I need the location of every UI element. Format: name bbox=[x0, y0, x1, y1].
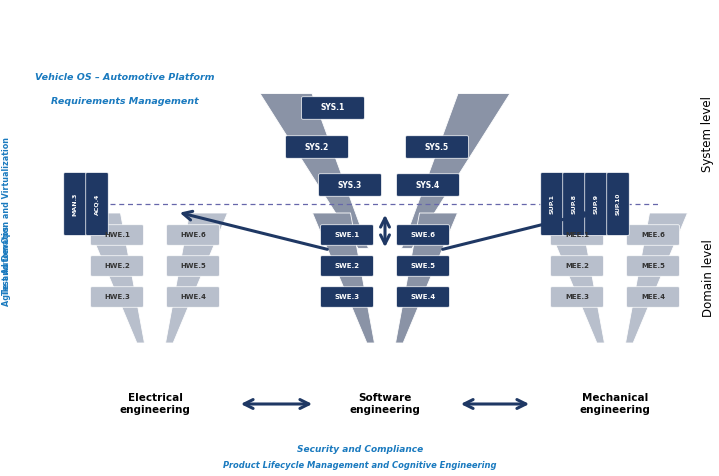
FancyBboxPatch shape bbox=[86, 172, 109, 236]
Text: Electrical
engineering: Electrical engineering bbox=[119, 393, 191, 415]
FancyBboxPatch shape bbox=[563, 172, 585, 236]
Text: SWE.5: SWE.5 bbox=[411, 263, 436, 269]
Polygon shape bbox=[626, 213, 687, 343]
Text: MEE.1: MEE.1 bbox=[565, 232, 589, 238]
Text: Security and Compliance: Security and Compliance bbox=[297, 446, 423, 455]
Polygon shape bbox=[313, 213, 375, 343]
Text: Software
engineering: Software engineering bbox=[349, 393, 421, 415]
FancyBboxPatch shape bbox=[626, 256, 679, 276]
Text: SWE.2: SWE.2 bbox=[334, 263, 360, 269]
Text: SYS.1: SYS.1 bbox=[321, 103, 345, 112]
FancyBboxPatch shape bbox=[91, 256, 144, 276]
Text: HWE.1: HWE.1 bbox=[104, 232, 130, 238]
FancyBboxPatch shape bbox=[396, 287, 449, 307]
Text: Requirements Management: Requirements Management bbox=[51, 98, 199, 107]
Text: HWE.5: HWE.5 bbox=[180, 263, 206, 269]
FancyBboxPatch shape bbox=[585, 172, 608, 236]
FancyBboxPatch shape bbox=[396, 174, 459, 196]
Polygon shape bbox=[260, 93, 369, 248]
Text: Mechanical
engineering: Mechanical engineering bbox=[580, 393, 651, 415]
Text: Vehicle OS – Automotive Platform: Vehicle OS – Automotive Platform bbox=[35, 73, 215, 82]
FancyBboxPatch shape bbox=[551, 256, 603, 276]
FancyBboxPatch shape bbox=[167, 256, 219, 276]
FancyBboxPatch shape bbox=[167, 225, 219, 245]
Text: SWE.6: SWE.6 bbox=[411, 232, 436, 238]
FancyBboxPatch shape bbox=[301, 97, 365, 119]
Text: Test Automation and Virtualization: Test Automation and Virtualization bbox=[2, 137, 12, 295]
Text: System level: System level bbox=[702, 96, 715, 172]
FancyBboxPatch shape bbox=[64, 172, 86, 236]
FancyBboxPatch shape bbox=[406, 136, 469, 158]
Text: MEE.3: MEE.3 bbox=[565, 294, 589, 300]
Text: HWE.3: HWE.3 bbox=[104, 294, 130, 300]
FancyBboxPatch shape bbox=[396, 225, 449, 245]
Polygon shape bbox=[395, 213, 457, 343]
Polygon shape bbox=[543, 213, 605, 343]
Polygon shape bbox=[83, 213, 145, 343]
Text: SUP.8: SUP.8 bbox=[572, 194, 577, 214]
Text: SYS.4: SYS.4 bbox=[416, 180, 440, 189]
Text: HWE.4: HWE.4 bbox=[180, 294, 206, 300]
FancyBboxPatch shape bbox=[321, 256, 373, 276]
FancyBboxPatch shape bbox=[321, 225, 373, 245]
Text: SUP.10: SUP.10 bbox=[615, 193, 620, 215]
Text: MEE.4: MEE.4 bbox=[641, 294, 665, 300]
Text: SYS.3: SYS.3 bbox=[338, 180, 362, 189]
Text: Agile and DevOps: Agile and DevOps bbox=[2, 226, 12, 306]
Text: Product Lifecycle Management and Cognitive Engineering: Product Lifecycle Management and Cogniti… bbox=[224, 462, 497, 470]
Text: SWE.1: SWE.1 bbox=[334, 232, 360, 238]
FancyBboxPatch shape bbox=[91, 225, 144, 245]
FancyBboxPatch shape bbox=[551, 287, 603, 307]
Text: Domain level: Domain level bbox=[702, 239, 715, 317]
FancyBboxPatch shape bbox=[285, 136, 349, 158]
Text: SUP.9: SUP.9 bbox=[593, 194, 598, 214]
FancyBboxPatch shape bbox=[626, 287, 679, 307]
Text: SYS.5: SYS.5 bbox=[425, 142, 449, 151]
Text: MEE.2: MEE.2 bbox=[565, 263, 589, 269]
FancyBboxPatch shape bbox=[541, 172, 563, 236]
Polygon shape bbox=[165, 213, 227, 343]
FancyBboxPatch shape bbox=[607, 172, 629, 236]
FancyBboxPatch shape bbox=[91, 287, 144, 307]
Text: MAN.3: MAN.3 bbox=[73, 192, 78, 216]
Text: SWE.3: SWE.3 bbox=[334, 294, 360, 300]
Text: MEE.5: MEE.5 bbox=[641, 263, 665, 269]
FancyBboxPatch shape bbox=[321, 287, 373, 307]
Text: HWE.6: HWE.6 bbox=[180, 232, 206, 238]
Polygon shape bbox=[401, 93, 510, 248]
FancyBboxPatch shape bbox=[626, 225, 679, 245]
Text: ACQ.4: ACQ.4 bbox=[94, 193, 99, 215]
Text: SYS.2: SYS.2 bbox=[305, 142, 329, 151]
Text: MEE.6: MEE.6 bbox=[641, 232, 665, 238]
FancyBboxPatch shape bbox=[167, 287, 219, 307]
Text: SUP.1: SUP.1 bbox=[549, 194, 554, 214]
Text: HWE.2: HWE.2 bbox=[104, 263, 130, 269]
FancyBboxPatch shape bbox=[551, 225, 603, 245]
FancyBboxPatch shape bbox=[319, 174, 382, 196]
Text: SWE.4: SWE.4 bbox=[411, 294, 436, 300]
FancyBboxPatch shape bbox=[396, 256, 449, 276]
